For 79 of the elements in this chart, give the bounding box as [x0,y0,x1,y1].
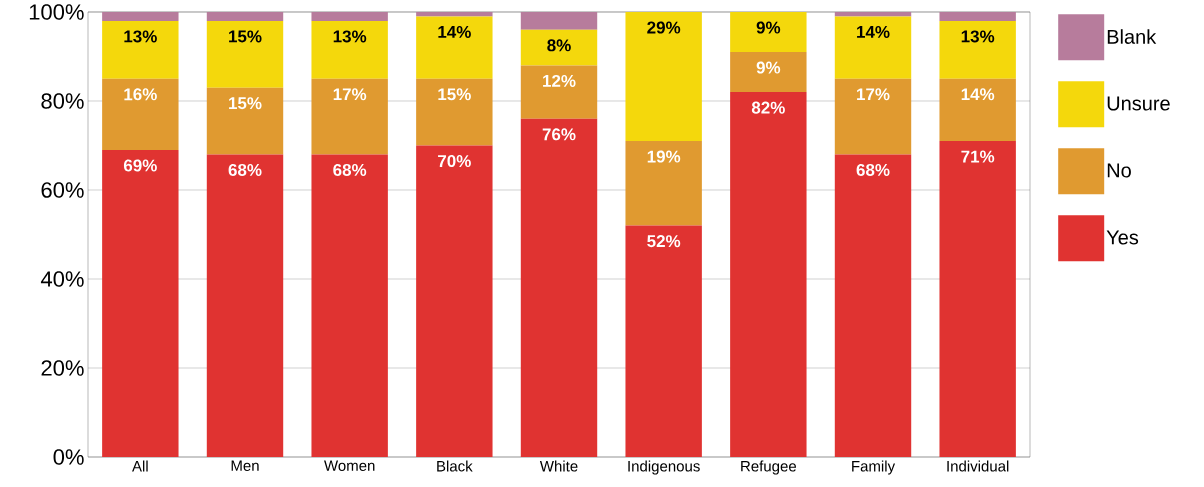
data-label: 14% [438,25,471,38]
legend-label: Unsure [1107,96,1170,111]
x-tick-label: Black [437,460,473,472]
legend-label: No [1107,163,1131,178]
bar [939,20,1016,79]
data-label: 17% [857,88,890,101]
data-label: 15% [229,30,262,43]
bar [520,65,598,119]
bar [206,12,284,21]
y-tick-label: 40% [40,271,84,287]
data-label: 15% [229,97,262,110]
y-tick-label: 20% [41,360,84,376]
data-label: 70% [438,155,471,168]
data-label: 52% [647,235,681,248]
bar [834,78,912,155]
bar [102,20,179,79]
bar [939,78,1016,142]
x-tick-label: Indigenous [628,460,700,475]
bar [311,20,388,79]
data-label: 68% [856,163,890,176]
data-label: 68% [228,163,262,176]
bar [102,12,179,21]
data-label: 14% [857,25,890,38]
data-label: 71% [961,150,995,163]
x-tick-label: White [539,460,578,472]
legend-label: Yes [1106,230,1139,245]
y-tick-label: 0% [53,449,84,465]
data-label: 13% [961,30,995,43]
data-label: 9% [756,61,781,74]
bar [416,16,493,79]
x-tick-label: Family [852,460,896,475]
data-label: 68% [333,163,367,176]
x-tick-label: Refugee [741,460,797,475]
data-label: 69% [123,159,157,172]
data-label: 13% [124,30,157,43]
data-label: 8% [547,39,571,52]
data-label: 12% [543,74,576,87]
bar [834,154,912,457]
bar [730,52,807,93]
data-label: 9% [756,21,781,34]
bar [625,141,702,226]
legend-label: Blank [1107,29,1157,44]
data-label: 82% [751,101,785,114]
bar [416,145,493,457]
data-label: 29% [647,21,681,34]
bar [206,20,284,88]
bar [520,29,598,66]
data-label: 76% [542,128,576,141]
bar [939,141,1016,457]
bar [102,78,179,150]
x-tick-label: Women [324,460,375,471]
bar [625,12,702,142]
bar [206,87,284,155]
bar [939,12,1016,21]
x-tick-label: Individual [947,460,1009,472]
bar [311,12,388,21]
data-label: 15% [438,88,471,101]
bar [416,12,493,17]
data-label: 19% [647,150,681,163]
x-tick-label: All [132,460,148,472]
bar [834,16,912,79]
bar [730,92,807,457]
bar [520,118,598,457]
bar [311,78,388,155]
data-label: 16% [124,88,157,101]
y-tick-label: 60% [41,182,84,198]
x-tick-label: Men [231,460,259,471]
bar [625,225,702,457]
bar [311,154,388,457]
y-tick-label: 80% [41,93,84,109]
data-label: 17% [333,88,367,101]
bar [206,154,284,457]
bar [102,149,179,457]
bar [730,12,807,53]
bar [520,12,598,30]
data-label: 13% [333,30,367,43]
data-label: 14% [961,88,995,101]
bar [416,78,493,146]
y-tick-label: 100% [29,4,84,20]
